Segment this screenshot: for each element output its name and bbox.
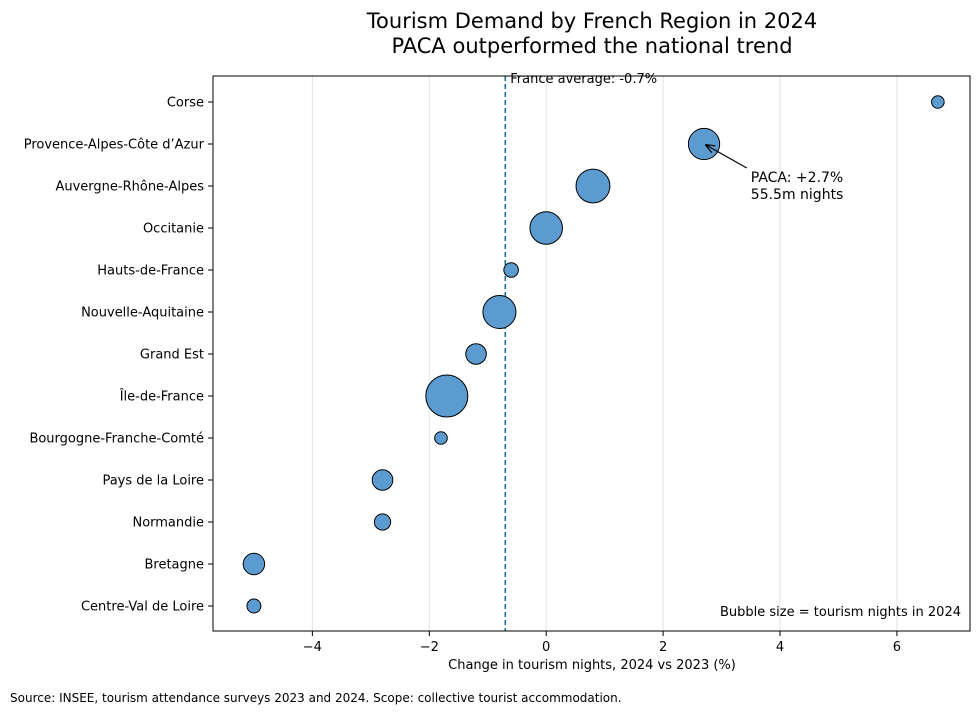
bubble [246, 598, 262, 614]
bubble [687, 127, 721, 161]
x-tick-label: −4 [303, 640, 322, 655]
bubble [931, 95, 945, 109]
chart-title-line1: Tourism Demand by French Region in 2024 [366, 9, 817, 33]
y-tick-label: Normandie [132, 516, 204, 531]
bubble [425, 374, 469, 418]
paca-callout: PACA: +2.7%55.5m nights [706, 145, 843, 203]
callout-arrow [706, 145, 748, 169]
callout-line2: 55.5m nights [751, 187, 844, 203]
chart-title-line2: PACA outperformed the national trend [391, 34, 792, 58]
x-tick-label: 2 [659, 640, 667, 655]
y-tick-label: Bretagne [144, 558, 204, 573]
bubble [373, 513, 392, 531]
bubble [529, 211, 563, 245]
plot-frame [212, 75, 971, 632]
y-tick-label: Provence-Alpes-Côte d’Azur [24, 138, 205, 153]
y-tick-label: Nouvelle-Aquitaine [81, 306, 204, 321]
bubble [434, 431, 448, 445]
y-tick-label: Pays de la Loire [102, 474, 204, 489]
x-tick-label: −2 [420, 640, 439, 655]
x-tick-label: 6 [893, 640, 901, 655]
bubble [482, 294, 517, 330]
reference-line-group: France average: -0.7% [504, 72, 657, 631]
bubble [371, 469, 394, 491]
x-axis-label: Change in tourism nights, 2024 vs 2023 (… [448, 658, 736, 673]
y-tick-label: Île-de-France [119, 389, 204, 405]
x-tick-label: 0 [542, 640, 550, 655]
y-tick-label: Centre-Val de Loire [81, 600, 204, 615]
callout-line1: PACA: +2.7% [751, 170, 843, 186]
y-tick-label: Grand Est [140, 348, 204, 363]
y-tick-label: Hauts-de-France [97, 264, 204, 279]
bubble [503, 262, 519, 278]
y-tick-label: Bourgogne-Franche-Comté [29, 432, 204, 447]
y-tick-label: Corse [167, 96, 204, 111]
bubbles [242, 95, 945, 614]
x-ticks: −4 −2 0 2 4 6 [303, 631, 901, 655]
y-tick-labels: Corse Provence-Alpes-Côte d’Azur Auvergne-… [24, 96, 213, 615]
bubble [575, 168, 611, 204]
bubble [242, 552, 266, 576]
grid-lines [311, 76, 898, 631]
y-tick-label: Occitanie [143, 222, 204, 237]
bubble [465, 343, 487, 365]
bubble-size-note: Bubble size = tourism nights in 2024 [720, 605, 961, 620]
france-average-label: France average: -0.7% [510, 72, 657, 87]
x-tick-label: 4 [776, 640, 784, 655]
y-tick-label: Auvergne-Rhône-Alpes [55, 180, 204, 195]
source-note: Source: INSEE, tourism attendance survey… [10, 691, 622, 705]
